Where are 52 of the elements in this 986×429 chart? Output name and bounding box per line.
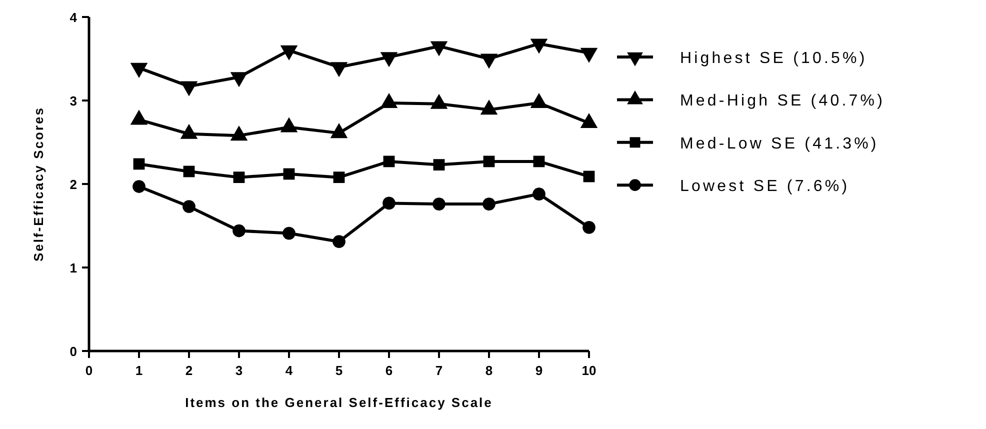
point bbox=[382, 196, 396, 210]
point bbox=[530, 38, 548, 54]
y-tick-label: 2 bbox=[70, 177, 77, 192]
point bbox=[580, 48, 598, 63]
x-axis-title: Items on the General Self-Efficacy Scale bbox=[185, 395, 493, 410]
point bbox=[483, 156, 495, 168]
legend-label: Highest SE (10.5%) bbox=[680, 50, 868, 67]
point bbox=[582, 221, 596, 234]
point bbox=[433, 159, 445, 170]
point bbox=[532, 188, 546, 200]
point bbox=[533, 156, 545, 168]
point bbox=[583, 170, 595, 182]
point bbox=[330, 62, 348, 78]
point bbox=[482, 198, 496, 210]
point bbox=[332, 235, 346, 248]
point bbox=[333, 172, 345, 184]
point bbox=[430, 41, 448, 56]
x-tick-label: 4 bbox=[285, 363, 294, 378]
y-tick-label: 0 bbox=[70, 344, 77, 359]
point bbox=[432, 198, 446, 210]
point bbox=[182, 200, 196, 213]
legend-label: Med-Low SE (41.3%) bbox=[680, 135, 879, 152]
point bbox=[180, 81, 198, 96]
legend-label: Med-High SE (40.7%) bbox=[680, 92, 886, 110]
y-tick-label: 4 bbox=[70, 10, 78, 25]
point bbox=[233, 172, 245, 184]
x-tick-label: 6 bbox=[385, 363, 393, 378]
point bbox=[230, 72, 248, 88]
y-tick-label: 3 bbox=[70, 94, 77, 108]
x-tick-label: 8 bbox=[485, 363, 493, 378]
x-tick-label: 0 bbox=[85, 363, 93, 378]
point bbox=[183, 166, 195, 178]
point bbox=[283, 168, 295, 180]
point bbox=[282, 226, 296, 240]
point bbox=[480, 54, 498, 69]
y-tick-label: 1 bbox=[70, 260, 77, 276]
point bbox=[133, 158, 145, 170]
y-axis-title: Self-Efficacy Scores bbox=[31, 106, 46, 262]
legend-label: Lowest SE (7.6%) bbox=[680, 178, 850, 196]
x-tick-label: 9 bbox=[535, 363, 543, 378]
x-tick-label: 2 bbox=[185, 363, 193, 378]
point bbox=[383, 156, 395, 168]
x-tick-label: 3 bbox=[235, 363, 243, 378]
x-tick-label: 1 bbox=[135, 363, 143, 378]
x-tick-label: 5 bbox=[335, 363, 343, 378]
x-tick-label: 10 bbox=[582, 363, 596, 378]
point bbox=[380, 52, 398, 68]
point bbox=[280, 45, 298, 60]
point bbox=[130, 62, 148, 78]
x-tick-label: 7 bbox=[435, 363, 443, 378]
point bbox=[132, 180, 146, 193]
point bbox=[232, 224, 246, 238]
